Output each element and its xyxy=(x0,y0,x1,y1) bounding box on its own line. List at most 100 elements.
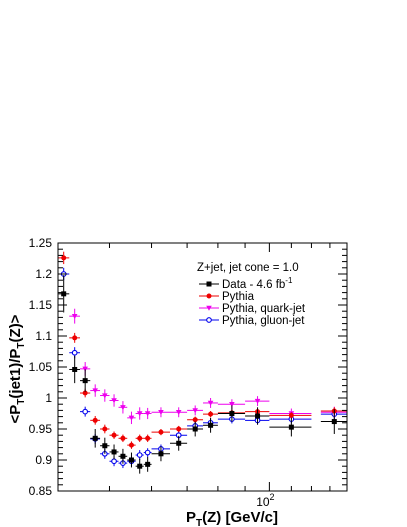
data-marker xyxy=(61,291,67,297)
data-marker xyxy=(145,461,151,467)
data-point xyxy=(151,446,171,462)
data-marker xyxy=(192,426,198,432)
data-point xyxy=(69,347,80,359)
plot-body xyxy=(58,251,347,474)
data-marker xyxy=(92,417,98,423)
data-marker xyxy=(71,349,78,356)
data-marker xyxy=(92,435,98,441)
data-marker xyxy=(158,410,164,416)
y-tick-label: 1.05 xyxy=(29,360,53,374)
y-axis-title-part1: <P xyxy=(7,405,24,424)
data-marker xyxy=(208,422,214,428)
y-tick-label: 0.95 xyxy=(29,422,53,436)
data-point xyxy=(187,405,204,416)
data-marker xyxy=(120,435,126,441)
y-axis-title-part2: (jet1)/P xyxy=(7,349,24,399)
data-point xyxy=(109,394,119,407)
data-marker xyxy=(136,452,143,458)
data-point xyxy=(203,411,218,418)
data-marker xyxy=(128,442,134,448)
data-point xyxy=(135,434,144,443)
data-marker xyxy=(144,449,151,456)
data-point xyxy=(135,407,144,420)
x-axis-title: PT(Z) [GeV/c] xyxy=(186,509,278,527)
legend-label-text: Data - 4.6 fb xyxy=(222,279,285,291)
data-marker xyxy=(158,429,164,435)
legend-label: Pythia, gluon-jet xyxy=(222,315,305,327)
data-marker xyxy=(128,457,134,463)
data-point xyxy=(170,407,188,418)
data-point xyxy=(151,407,171,418)
legend-marker xyxy=(206,317,212,323)
data-point xyxy=(245,407,270,425)
data-marker xyxy=(111,458,117,465)
data-point xyxy=(100,389,110,402)
data-point xyxy=(79,369,91,392)
x-tick-label-base: 10 xyxy=(256,495,270,509)
legend-entry: Pythia xyxy=(199,291,255,303)
data-marker xyxy=(71,313,78,319)
legend-marker xyxy=(206,281,212,287)
y-tick-label: 0.85 xyxy=(29,484,53,498)
data-marker xyxy=(61,255,67,261)
series-0 xyxy=(58,275,347,474)
data-point xyxy=(69,308,80,324)
data-marker xyxy=(111,398,117,404)
data-marker xyxy=(82,390,88,396)
x-axis-title-p: P xyxy=(186,509,196,526)
data-marker xyxy=(92,388,99,394)
y-axis-title-subscript2: T xyxy=(16,342,27,348)
data-marker xyxy=(176,426,182,432)
data-point xyxy=(69,355,80,384)
y-axis-title-subscript1: T xyxy=(16,399,27,405)
data-marker xyxy=(120,453,126,459)
data-point xyxy=(90,429,101,448)
data-marker xyxy=(288,412,294,418)
legend-header: Z+jet, jet cone = 1.0 xyxy=(197,262,299,274)
data-point xyxy=(58,251,70,265)
data-marker xyxy=(331,419,337,425)
legend-entry: Pythia, quark-jet xyxy=(199,303,306,315)
legend-label-text: Pythia, gluon-jet xyxy=(222,315,305,327)
legend-entry: Data - 4.6 fb-1 xyxy=(199,276,293,291)
data-point xyxy=(143,448,152,457)
data-point xyxy=(127,411,136,425)
data-marker xyxy=(192,408,198,414)
data-marker xyxy=(288,424,294,430)
y-tick-label: 1.25 xyxy=(29,236,53,250)
data-marker xyxy=(137,435,143,441)
data-marker xyxy=(192,417,198,423)
data-marker xyxy=(207,400,214,406)
data-point xyxy=(109,431,119,439)
legend: Z+jet, jet cone = 1.0 Data - 4.6 fb-1Pyt… xyxy=(197,262,306,327)
data-marker xyxy=(111,449,117,455)
y-tick-label: 1 xyxy=(45,391,52,405)
data-point xyxy=(170,435,188,451)
legend-label: Pythia, quark-jet xyxy=(222,303,306,315)
data-point xyxy=(203,417,218,433)
data-marker xyxy=(82,378,88,384)
data-marker xyxy=(145,435,151,441)
data-marker xyxy=(208,411,214,417)
y-tick-label: 1.2 xyxy=(35,267,52,281)
data-marker xyxy=(72,335,78,341)
data-marker xyxy=(102,443,108,449)
data-point xyxy=(90,415,101,425)
legend-entry: Pythia, gluon-jet xyxy=(199,315,305,327)
data-point xyxy=(269,412,312,419)
data-point xyxy=(187,416,204,423)
data-marker xyxy=(82,366,88,372)
data-point xyxy=(187,421,204,437)
x-axis-ticks: 102 xyxy=(57,243,348,509)
data-point xyxy=(217,405,246,422)
data-point xyxy=(135,458,144,474)
data-marker xyxy=(111,432,117,438)
data-point xyxy=(69,332,80,343)
data-marker xyxy=(136,411,143,417)
data-marker xyxy=(128,415,135,421)
legend-label-superscript: -1 xyxy=(285,276,293,285)
data-point xyxy=(79,406,91,417)
data-point xyxy=(143,434,152,443)
